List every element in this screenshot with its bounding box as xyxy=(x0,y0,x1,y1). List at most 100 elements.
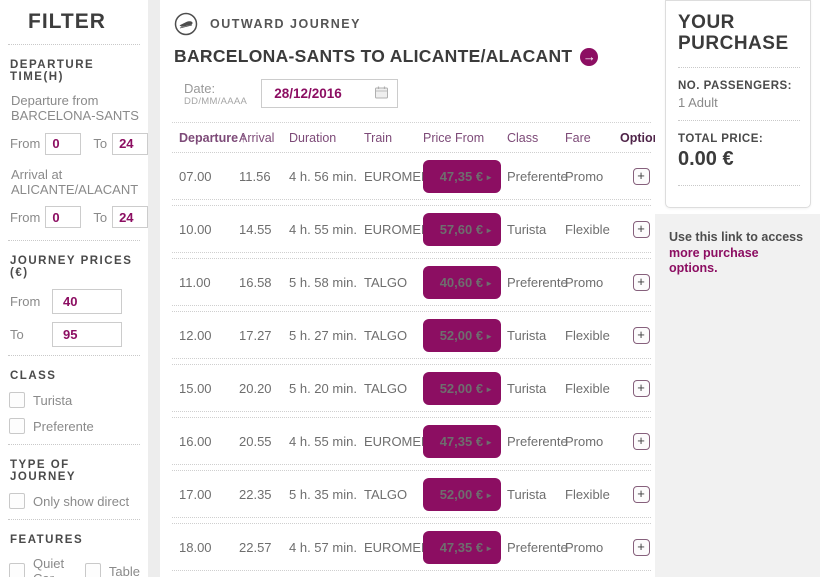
date-input[interactable]: 28/12/2016 xyxy=(261,79,399,108)
passengers-value: 1 Adult xyxy=(678,94,718,110)
only-direct-label: Only show direct xyxy=(33,493,130,509)
options-expand-button[interactable]: + xyxy=(632,485,650,503)
divider xyxy=(8,355,140,357)
arrival-from-input[interactable] xyxy=(45,206,82,229)
duration: 5 h. 35 min. xyxy=(289,486,357,502)
fare-value: Promo xyxy=(565,274,604,290)
arrival-time: 22.35 xyxy=(239,486,272,502)
result-row: 17.00 22.35 5 h. 35 min. TALGO 52,00 € ► … xyxy=(172,470,651,518)
sort-ascending-icon[interactable]: ↑ xyxy=(240,130,247,145)
class-heading: CLASS xyxy=(10,370,57,383)
col-duration[interactable]: Duration xyxy=(289,130,337,145)
divider xyxy=(8,519,140,521)
arrival-time: 14.55 xyxy=(239,221,272,237)
price-button[interactable]: 52,00 € ► xyxy=(423,477,501,511)
arrival-to-input[interactable] xyxy=(112,206,149,229)
table-checkbox[interactable] xyxy=(84,563,101,577)
purchase-panel: YOUR PURCHASE NO. PASSENGERS: 1 Adult TO… xyxy=(655,0,820,577)
price-arrow-icon: ► xyxy=(485,331,493,341)
col-arrival[interactable]: Arrival xyxy=(239,130,275,145)
options-expand-button[interactable]: + xyxy=(632,326,650,344)
train-type: EUROMED xyxy=(364,433,431,449)
price-to-input[interactable] xyxy=(52,322,122,348)
divider xyxy=(678,119,800,121)
turista-label: Turista xyxy=(33,392,73,408)
fare-value: Promo xyxy=(565,539,604,555)
fare-value: Flexible xyxy=(565,327,610,343)
price-button[interactable]: 47,35 € ► xyxy=(423,159,501,193)
options-expand-button[interactable]: + xyxy=(632,379,650,397)
class-value: Turista xyxy=(507,380,547,396)
preferente-checkbox[interactable] xyxy=(9,418,25,435)
fare-value: Promo xyxy=(565,433,604,449)
options-expand-button[interactable]: + xyxy=(632,432,650,450)
duration: 5 h. 58 min. xyxy=(289,274,357,290)
price-arrow-icon: ► xyxy=(485,278,493,288)
col-fare[interactable]: Fare xyxy=(565,130,591,145)
departure-to-input[interactable] xyxy=(112,132,149,155)
options-expand-button[interactable]: + xyxy=(632,220,650,238)
to-label: To xyxy=(93,209,108,225)
duration: 4 h. 55 min. xyxy=(289,221,357,237)
col-departure[interactable]: Departure ↑ xyxy=(179,130,247,145)
result-row: 11.00 16.58 5 h. 58 min. TALGO 40,60 € ► … xyxy=(172,258,651,306)
options-expand-button[interactable]: + xyxy=(632,273,650,291)
price-button[interactable]: 47,35 € ► xyxy=(423,530,501,564)
options-expand-button[interactable]: + xyxy=(632,167,650,185)
departure-from-input[interactable] xyxy=(45,132,82,155)
train-type: TALGO xyxy=(364,327,408,343)
total-price-value: 0.00 € xyxy=(678,147,734,170)
result-row: 15.00 20.20 5 h. 20 min. TALGO 52,00 € ► … xyxy=(172,364,651,412)
price-from-label: From xyxy=(10,294,41,310)
fare-value: Flexible xyxy=(565,380,610,396)
table-label: Table xyxy=(108,563,140,577)
col-price[interactable]: Price From xyxy=(423,130,485,145)
duration: 4 h. 56 min. xyxy=(289,168,357,184)
duration: 5 h. 20 min. xyxy=(289,380,357,396)
divider xyxy=(8,240,140,242)
passengers-label: NO. PASSENGERS: xyxy=(678,79,792,92)
calendar-icon[interactable] xyxy=(374,85,389,103)
class-value: Preferente xyxy=(507,168,568,184)
date-value: 28/12/2016 xyxy=(274,86,342,101)
result-row: 12.00 17.27 5 h. 27 min. TALGO 52,00 € ► … xyxy=(172,311,651,359)
only-direct-checkbox[interactable] xyxy=(9,493,25,510)
arrival-time: 16.58 xyxy=(239,274,272,290)
price-arrow-icon: ► xyxy=(485,384,493,394)
fare-value: Flexible xyxy=(565,486,610,502)
to-label: To xyxy=(93,136,108,152)
departure-time: 17.00 xyxy=(179,486,212,502)
route-arrow-icon[interactable]: → xyxy=(580,47,599,66)
filter-sidebar: FILTER DEPARTURE TIME(H) Departure from … xyxy=(0,0,149,577)
price-from-input[interactable] xyxy=(52,289,122,315)
departure-time: 10.00 xyxy=(179,221,212,237)
arrival-time: 11.56 xyxy=(239,168,271,184)
duration: 4 h. 57 min. xyxy=(289,539,357,555)
departure-time: 11.00 xyxy=(179,274,211,290)
arrival-time: 20.20 xyxy=(239,380,272,396)
class-value: Turista xyxy=(507,221,547,237)
purchase-options-area: Use this link to access more purchase op… xyxy=(655,214,820,577)
more-purchase-options-link[interactable]: more purchase options. xyxy=(669,245,759,276)
total-price-label: TOTAL PRICE: xyxy=(678,132,764,145)
col-class[interactable]: Class xyxy=(507,130,539,145)
date-format-hint: DD/MM/AAAA xyxy=(184,96,248,107)
price-button[interactable]: 52,00 € ► xyxy=(423,318,501,352)
col-train[interactable]: Train xyxy=(364,130,393,145)
options-expand-button[interactable]: + xyxy=(632,538,650,556)
quiet-car-checkbox[interactable] xyxy=(9,563,25,577)
divider xyxy=(8,444,140,446)
turista-checkbox[interactable] xyxy=(9,392,25,409)
price-button[interactable]: 40,60 € ► xyxy=(423,265,501,299)
price-button[interactable]: 52,00 € ► xyxy=(423,371,501,405)
divider xyxy=(678,66,800,68)
departure-time: 16.00 xyxy=(179,433,212,449)
fare-value: Flexible xyxy=(565,221,610,237)
left-gutter xyxy=(148,0,160,577)
arrival-time: 20.55 xyxy=(239,433,272,449)
arrival-time: 22.57 xyxy=(239,539,272,555)
class-value: Preferente xyxy=(507,539,568,555)
price-button[interactable]: 57,60 € ► xyxy=(423,212,501,246)
price-button[interactable]: 47,35 € ► xyxy=(423,424,501,458)
price-arrow-icon: ► xyxy=(485,543,493,553)
